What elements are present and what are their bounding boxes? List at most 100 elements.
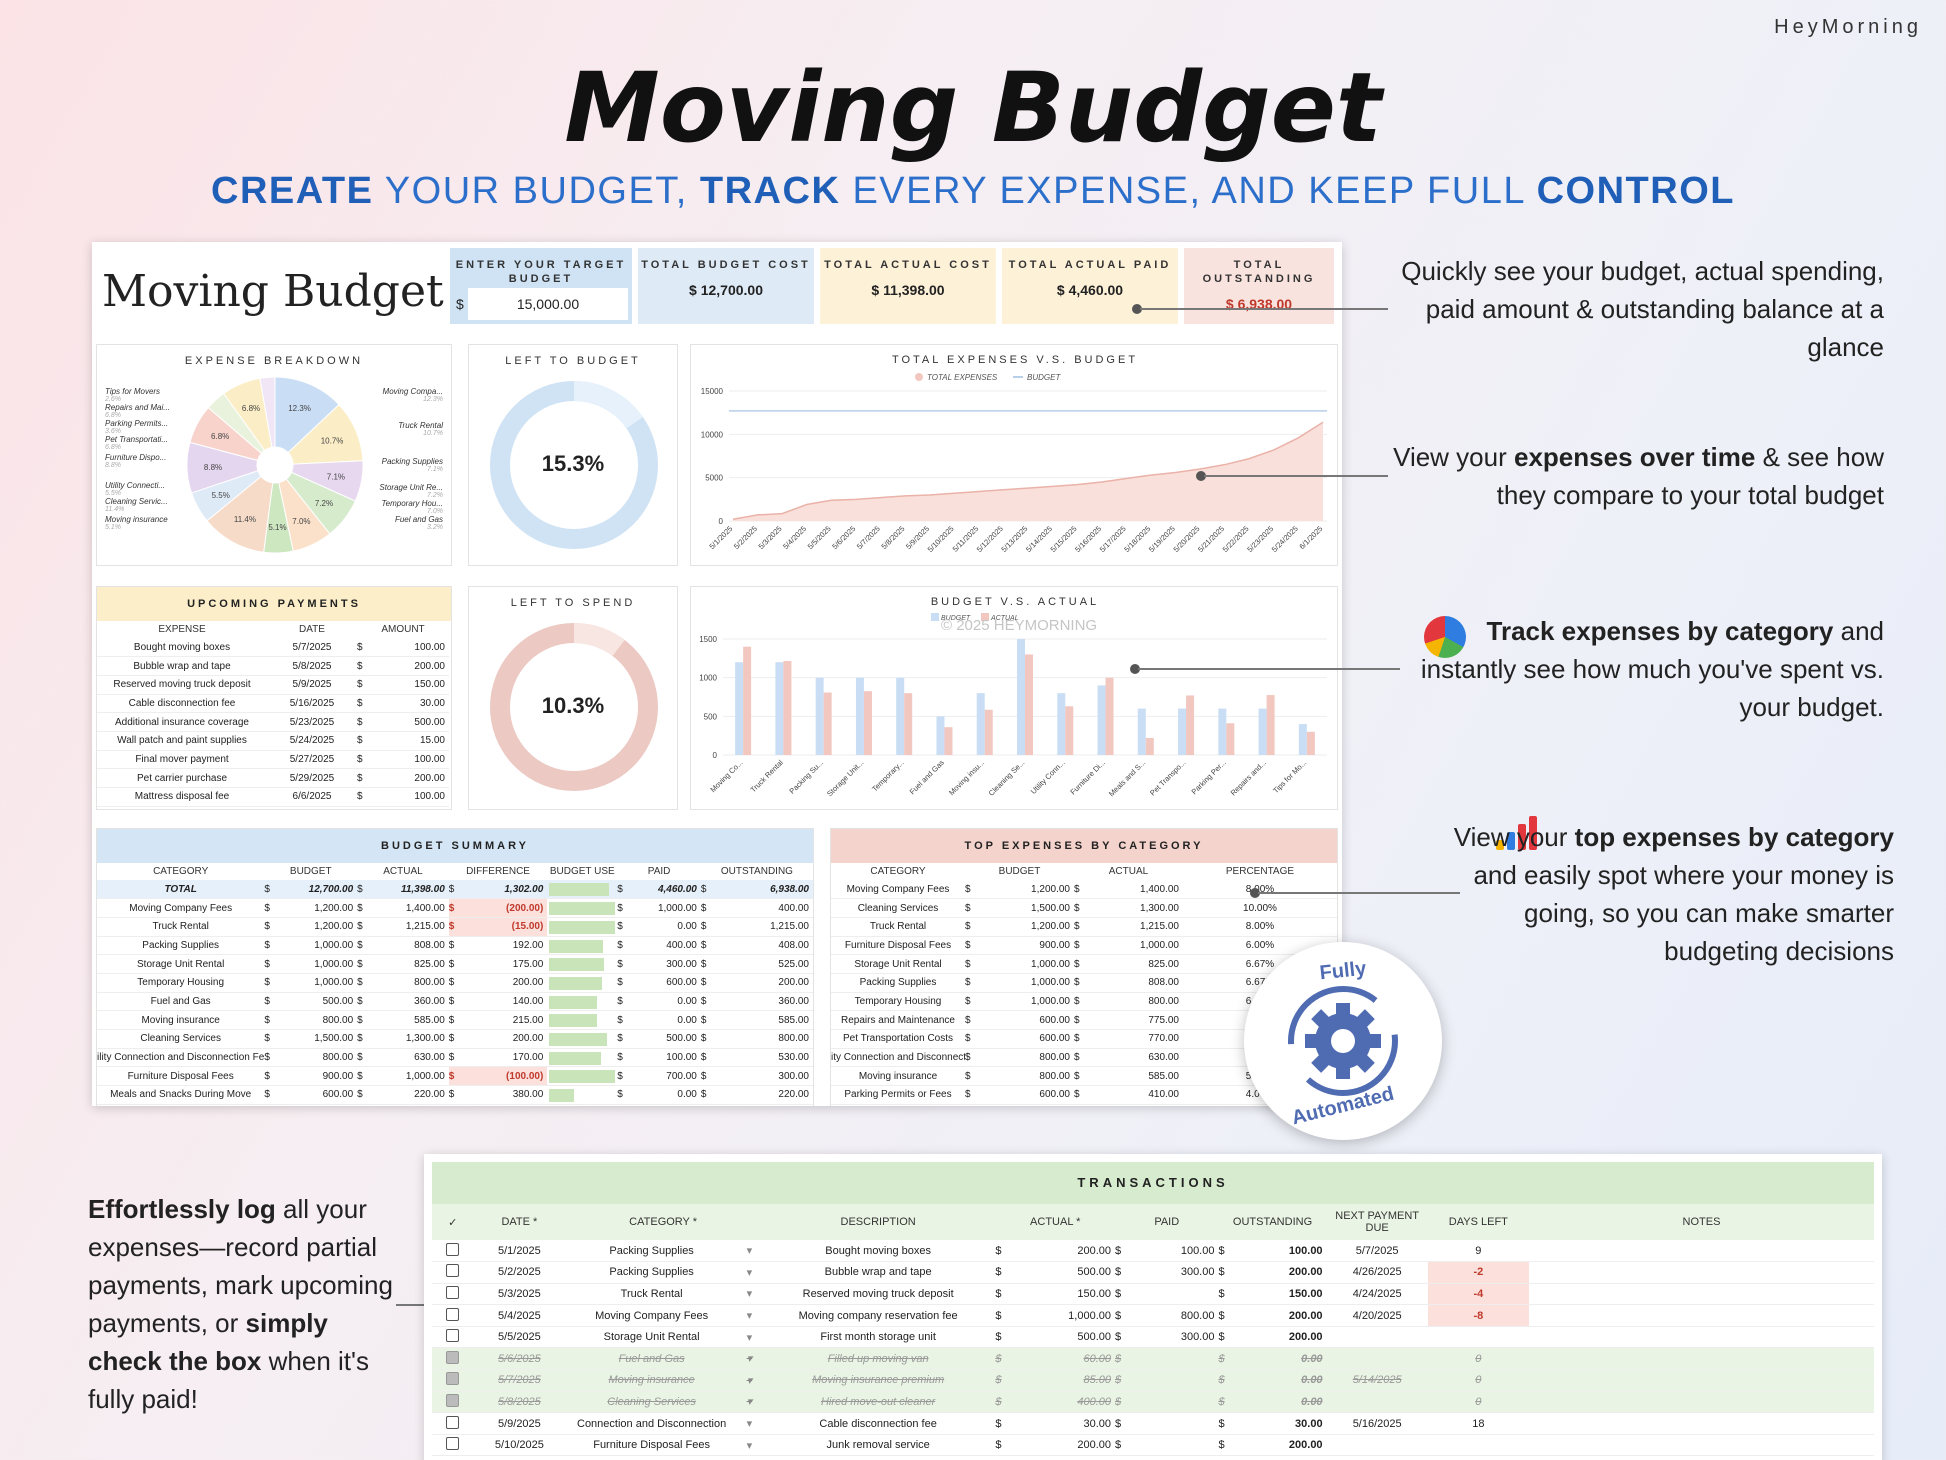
transaction-actual: 60.00 bbox=[1011, 1347, 1115, 1371]
x-tick-label: Parking Per... bbox=[1190, 758, 1228, 796]
currency-symbol: $ bbox=[357, 1029, 370, 1049]
currency-symbol: $ bbox=[357, 1048, 370, 1068]
top-budget: 1,000.00 bbox=[977, 992, 1074, 1012]
checkbox-icon[interactable] bbox=[446, 1285, 460, 1299]
total-paid-label: TOTAL ACTUAL PAID bbox=[1008, 259, 1172, 271]
transactions-table: ✓ DATE * CATEGORY * DESCRIPTION ACTUAL * PAID… bbox=[432, 1204, 1874, 1457]
paid-checkbox-cell bbox=[432, 1347, 474, 1371]
dropdown-arrow-icon[interactable]: ▾ bbox=[737, 1369, 761, 1392]
checkbox-icon[interactable] bbox=[446, 1393, 460, 1407]
bar-actual bbox=[823, 692, 832, 755]
currency-symbol: $ bbox=[456, 296, 464, 312]
currency-symbol: $ bbox=[617, 1010, 630, 1030]
column-header: OUTSTANDING bbox=[1218, 1204, 1327, 1240]
summary-paid: 700.00 bbox=[629, 1066, 701, 1087]
summary-actual: 808.00 bbox=[369, 936, 449, 956]
currency-symbol: $ bbox=[965, 880, 977, 900]
column-header: NOTES bbox=[1528, 1204, 1874, 1240]
currency-symbol: $ bbox=[448, 917, 461, 937]
dropdown-arrow-icon[interactable]: ▾ bbox=[737, 1434, 761, 1457]
summary-difference: (100.00) bbox=[460, 1066, 548, 1087]
bar-budget bbox=[735, 662, 744, 755]
checkbox-icon[interactable] bbox=[446, 1242, 460, 1256]
dropdown-arrow-icon[interactable]: ▾ bbox=[737, 1391, 761, 1414]
budget-use-fill bbox=[549, 920, 616, 934]
donut-fill bbox=[490, 381, 658, 549]
currency-symbol: $ bbox=[357, 731, 371, 751]
top-budget: 800.00 bbox=[977, 1066, 1074, 1087]
dropdown-arrow-icon[interactable]: ▾ bbox=[737, 1412, 761, 1435]
budget-use-fill bbox=[549, 939, 603, 953]
checkbox-icon[interactable] bbox=[446, 1415, 460, 1429]
table-row: Cleaning Services $1,500.00 $1,300.00 $200.… bbox=[97, 1029, 813, 1049]
dropdown-arrow-icon[interactable]: ▾ bbox=[737, 1304, 761, 1327]
bar-budget bbox=[1178, 708, 1187, 755]
transaction-description: Bubble wrap and tape bbox=[760, 1261, 996, 1284]
pie-legend-name: Cleaning Servic... bbox=[105, 497, 168, 506]
currency-symbol: $ bbox=[264, 1066, 277, 1087]
checkbox-icon[interactable] bbox=[446, 1264, 460, 1278]
summary-actual: 360.00 bbox=[369, 992, 449, 1012]
table-row: Storage Unit Rental $1,000.00 $825.00 $175.… bbox=[97, 954, 813, 974]
upcoming-payments-title: UPCOMING PAYMENTS bbox=[97, 587, 451, 621]
pie-slice-label: 12.3% bbox=[288, 404, 311, 413]
currency-symbol: $ bbox=[448, 936, 461, 956]
transaction-actual: 150.00 bbox=[1011, 1283, 1115, 1306]
col-expense: EXPENSE bbox=[158, 624, 206, 635]
total-paid-card: TOTAL ACTUAL PAID $ 4,460.00 bbox=[1002, 248, 1178, 324]
currency-symbol: $ bbox=[995, 1412, 1012, 1435]
transaction-description: Moving company reservation fee bbox=[760, 1304, 996, 1327]
currency-symbol: $ bbox=[995, 1369, 1012, 1392]
transaction-description: Filled up moving van bbox=[760, 1347, 996, 1371]
target-budget-input[interactable]: 15,000.00 bbox=[468, 288, 628, 320]
currency-symbol: $ bbox=[357, 936, 370, 956]
top-actual: 1,215.00 bbox=[1085, 917, 1183, 937]
dropdown-arrow-icon[interactable]: ▾ bbox=[737, 1240, 761, 1263]
table-row: Meals and Snacks During Move $600.00 $220.… bbox=[97, 1085, 813, 1105]
top-category: Pet Transportation Costs bbox=[831, 1029, 965, 1049]
currency-symbol: $ bbox=[1073, 1085, 1086, 1105]
transaction-actual: 400.00 bbox=[1011, 1391, 1115, 1414]
pie-legend-name: Utility Connecti... bbox=[105, 481, 166, 490]
x-tick-label: Utility Conn... bbox=[1029, 758, 1067, 796]
transactions-sheet: TRANSACTIONS ✓ DATE * CATEGORY * DESCRIPTIO… bbox=[424, 1154, 1882, 1460]
top-actual: 775.00 bbox=[1085, 1010, 1183, 1030]
x-tick-label: 5/8/2025 bbox=[879, 524, 906, 551]
dropdown-arrow-icon[interactable]: ▾ bbox=[737, 1261, 761, 1284]
currency-symbol: $ bbox=[965, 973, 977, 993]
upcoming-amount: 100.00 bbox=[371, 638, 449, 658]
column-header: ACTUAL * bbox=[995, 1204, 1115, 1240]
currency-symbol: $ bbox=[357, 787, 371, 807]
checkbox-icon[interactable] bbox=[446, 1329, 460, 1343]
legend-label: BUDGET bbox=[1027, 373, 1061, 382]
pie-legend-label: Furniture Dispo... 8.8% bbox=[105, 453, 166, 469]
checkbox-icon[interactable] bbox=[446, 1372, 460, 1386]
checkbox-icon[interactable] bbox=[446, 1350, 460, 1364]
pie-legend-name: Tips for Movers bbox=[105, 387, 161, 396]
summary-budget: 1,000.00 bbox=[276, 954, 358, 974]
transaction-category: Packing Supplies bbox=[565, 1240, 738, 1263]
currency-symbol: $ bbox=[264, 1048, 277, 1068]
target-budget-label: ENTER YOUR TARGET BUDGET bbox=[455, 259, 627, 285]
table-row: 5/7/2025 Moving insurance ▾ Moving insuranc… bbox=[432, 1369, 1874, 1392]
dropdown-arrow-icon[interactable]: ▾ bbox=[737, 1347, 761, 1371]
currency-symbol: $ bbox=[617, 973, 630, 993]
budget-use-bar bbox=[547, 880, 618, 900]
table-row: 5/4/2025 Moving Company Fees ▾ Moving compa… bbox=[432, 1304, 1874, 1327]
dropdown-arrow-icon[interactable]: ▾ bbox=[737, 1283, 761, 1306]
currency-symbol: $ bbox=[1073, 1066, 1086, 1087]
summary-paid: 400.00 bbox=[629, 936, 701, 956]
table-row: Bubble wrap and tape 5/8/2025 $200.00 bbox=[97, 656, 449, 676]
pie-legend-pct: 3.2% bbox=[427, 524, 443, 531]
currency-symbol: $ bbox=[1218, 1434, 1235, 1457]
gear-icon bbox=[1288, 986, 1398, 1096]
dropdown-arrow-icon[interactable]: ▾ bbox=[737, 1326, 761, 1349]
currency-symbol: $ bbox=[995, 1434, 1012, 1457]
top-budget: 600.00 bbox=[977, 1010, 1074, 1030]
checkbox-icon[interactable] bbox=[446, 1307, 460, 1321]
currency-symbol: $ bbox=[995, 1261, 1012, 1284]
checkbox-icon[interactable] bbox=[446, 1437, 460, 1451]
summary-difference: 200.00 bbox=[460, 1029, 548, 1049]
pie-slice-label: 7.1% bbox=[327, 473, 345, 482]
bar-budget bbox=[815, 677, 824, 755]
